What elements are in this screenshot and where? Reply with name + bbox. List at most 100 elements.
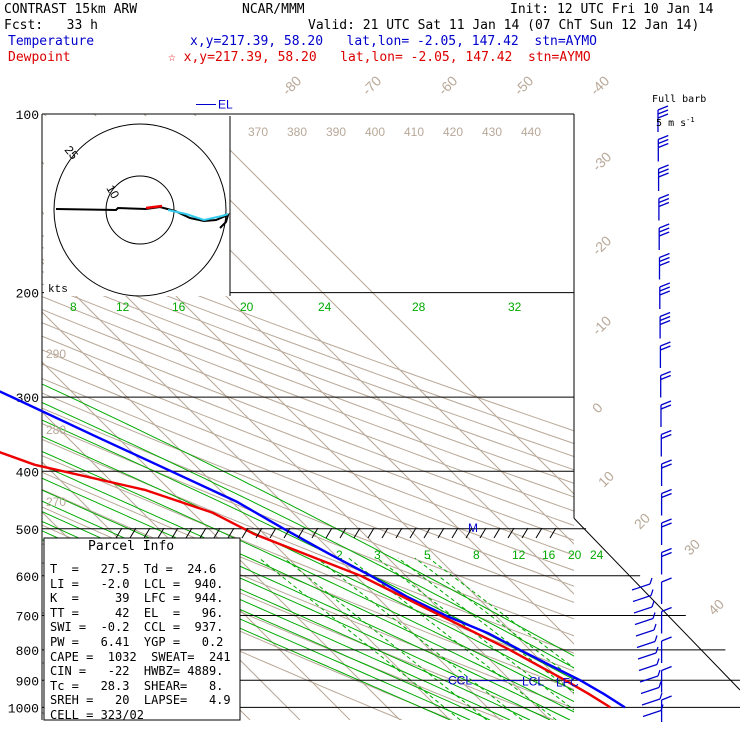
wind-barb-flag [661,492,672,499]
wind-barb-low-flag [649,577,653,585]
isotherm-label: -60 [435,72,461,98]
hatch-mark [339,527,347,539]
theta-label: 410 [404,125,424,139]
moist-adiabat-line [42,464,574,713]
wind-barb-low-flag [654,635,658,642]
wind-barb-low-flag [659,692,663,700]
hatch-mark [157,527,165,539]
moist-adiabat-lines [42,383,574,720]
moist-adiabat-line [42,435,574,692]
hodograph-trace-red [145,204,163,210]
hatch-mark [199,527,207,539]
wind-barb-low-flag [658,681,662,688]
theta-label: 280 [46,423,66,437]
parcel-info-row: K = 39 LFC = 944. [50,591,224,606]
dry-adiabat-line [42,363,574,571]
parcel-info-frame [43,537,241,721]
pressure-tick-label: 100 [16,108,39,123]
wind-barb-flag [660,404,672,410]
moist-adiabat-line [42,477,571,720]
mixing-ratio-labels: 8 12 16 20 24 28 32 2 3 5 8 12 16 20 24 [70,300,604,562]
dry-adiabat-line [42,335,574,541]
parcel-info-row: CELL = 323/02 [50,708,144,722]
hatch-mark [213,527,221,539]
level-marker-label: M [468,521,478,535]
wind-barb-flag [659,319,671,326]
theta-label: 440 [521,125,541,139]
temperature-legend: Temperature [8,34,95,49]
wind-barb-flag [658,164,669,170]
pressure-tick-label: 500 [16,523,39,538]
pressure-tick-label: 200 [16,287,39,302]
mixing-ratio-line [428,557,574,669]
parcel-info-row: Tc = 28.3 SHEAR= 8. [50,678,224,693]
hodograph-outer-ring [53,123,227,297]
dry-adiabat-line [42,235,574,432]
wind-barb-title-1: Full barb [652,94,707,105]
wind-barb-flag [661,522,672,528]
moist-adiabat-line [42,383,574,657]
dry-adiabat-line [42,258,574,458]
hodograph-trace-black [55,205,230,229]
level-marker-label: LCL [522,674,544,688]
hatch-mark [367,527,375,539]
hatch-mark [437,527,445,539]
hatch-mark [185,527,193,539]
dry-adiabat-line [42,407,574,620]
hatch-mark [451,527,459,539]
mixing-ratio-line [348,557,557,720]
wind-barb-flag [658,227,670,233]
level-markers: EL M CCL LCL LFC [196,97,579,690]
wind-barb-low [631,583,651,591]
wind-barb-flag [661,636,672,642]
wind-barb-low-flag [656,658,660,665]
hatch-mark [227,527,235,539]
wind-barb-flag [660,374,671,381]
moist-adiabat-line [42,450,574,703]
dry-adiabat-line [42,270,574,471]
wind-barb-flag [661,606,672,613]
isotherm-label: -50 [511,72,537,98]
wind-barb-low-flag [653,623,657,631]
wind-barb-low [635,629,655,637]
wind-barbs [631,105,672,722]
hatch-mark [493,527,501,539]
hatch-mark [409,527,417,539]
isotherm-label: 30 [681,536,703,558]
wind-barb-low [637,652,657,660]
theta-label: 400 [365,125,385,139]
wind-barb-flag [661,577,672,583]
wind-barb-flag [661,695,672,701]
wind-barb-flag [660,400,672,406]
hodograph-ring-label: 10 [103,183,122,202]
wind-barb-flag [659,286,671,292]
wind-barb-low-flag [660,704,664,711]
mixing-ratio-line [283,557,488,720]
wind-barb-flag [659,282,671,288]
wind-barb-flag [660,345,671,351]
dry-adiabat-line [42,455,574,672]
theta-labels: 370 380 390 400 410 420 430 440 290 280 270 [46,125,541,509]
wind-barb-low [641,698,661,706]
wind-barb-low-flag [651,600,655,608]
parcel-info-box [43,527,557,721]
level-marker-label: LFC [556,676,579,690]
mixing-ratio-label: 8 [473,548,480,562]
wind-barb-flag [659,260,670,267]
wind-barb-flag [658,193,670,200]
wind-barb-flag [661,518,672,524]
hatch-mark [507,527,515,539]
mixing-ratio-line [316,557,523,720]
dewpoint-legend: Dewpoint [8,50,71,65]
wind-barb-flag [658,138,669,145]
wind-barb-flag [661,459,672,465]
parcel-info-row: CAPE = 1032 SWEAT= 241 [50,649,231,664]
mixing-ratio-line [397,557,574,694]
hatch-mark [395,527,403,539]
profiles [0,390,626,709]
dry-adiabat-line [42,349,574,556]
parcel-info-row: T = 27.5 Td = 24.6 [50,562,217,576]
wind-barb-flag [661,665,672,672]
mixing-ratio-label: 2 [336,548,343,562]
dry-adiabat-line [42,438,574,654]
